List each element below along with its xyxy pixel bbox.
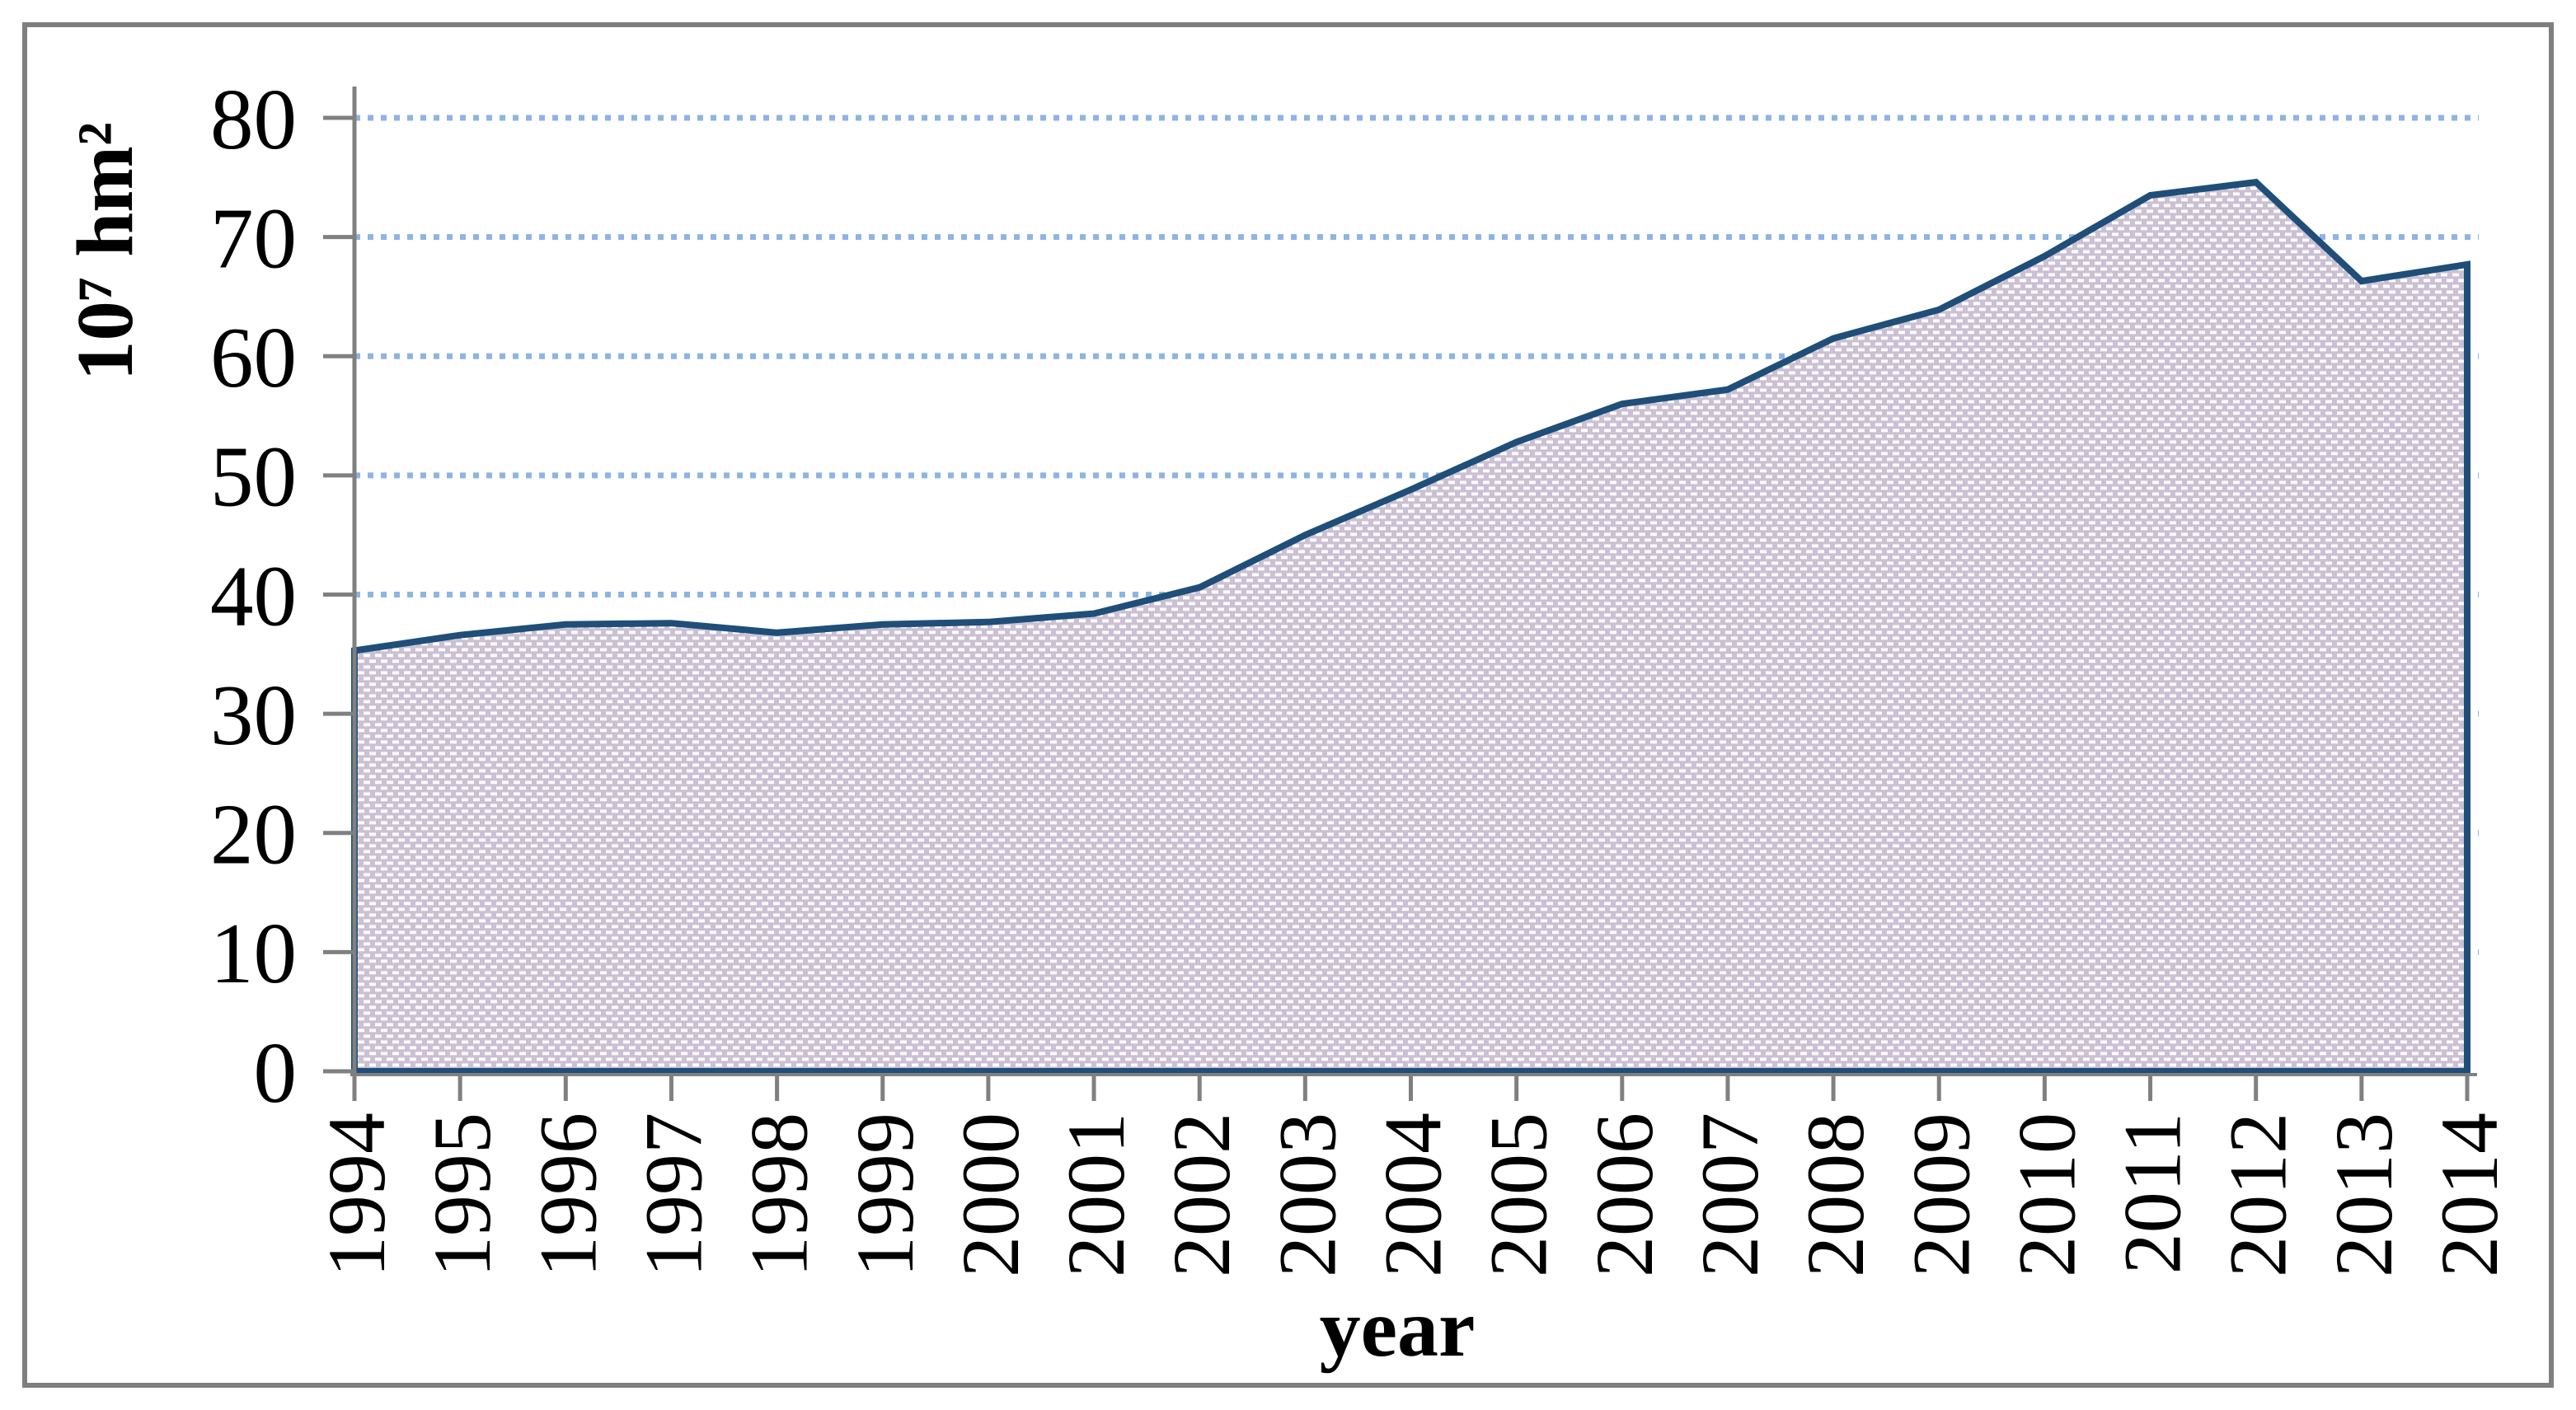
x-tick-label: 1998 bbox=[734, 1113, 825, 1277]
x-tick-label: 2002 bbox=[1156, 1113, 1247, 1277]
y-tick-label: 80 bbox=[210, 71, 297, 167]
area-series bbox=[351, 178, 2470, 1075]
y-tick-marks bbox=[323, 115, 354, 1074]
x-tick-label: 2007 bbox=[1684, 1113, 1776, 1277]
y-tick-label: 60 bbox=[210, 309, 297, 405]
y-tick-label: 70 bbox=[210, 190, 297, 286]
axes bbox=[350, 87, 2477, 1076]
x-axis-title: year bbox=[1320, 1282, 1476, 1374]
x-tick-labels: 1994 1995 1996 1997 1998 1999 2000 2001 2002 2003… bbox=[311, 1113, 2515, 1277]
x-tick-label: 1999 bbox=[839, 1113, 931, 1277]
x-tick-label: 2009 bbox=[1895, 1113, 1987, 1277]
y-tick-label: 0 bbox=[254, 1024, 298, 1121]
x-tick-marks bbox=[352, 1073, 2470, 1101]
x-tick-label: 1996 bbox=[522, 1113, 613, 1277]
x-tick-label: 2004 bbox=[1368, 1113, 1459, 1277]
area-fill bbox=[351, 178, 2470, 1075]
x-tick-label: 2008 bbox=[1790, 1113, 1881, 1277]
y-tick-label: 20 bbox=[210, 786, 297, 883]
y-tick-label: 10 bbox=[210, 905, 297, 1001]
x-tick-label: 2005 bbox=[1473, 1113, 1565, 1277]
x-tick-label: 1994 bbox=[311, 1113, 402, 1277]
y-tick-labels: 0 10 20 30 40 50 60 70 80 bbox=[210, 71, 297, 1121]
x-tick-label: 2006 bbox=[1579, 1113, 1670, 1277]
x-tick-label: 2000 bbox=[945, 1113, 1036, 1277]
x-tick-label: 2012 bbox=[2212, 1113, 2304, 1277]
x-tick-label: 2003 bbox=[1261, 1113, 1353, 1277]
y-tick-label: 50 bbox=[210, 429, 297, 525]
x-tick-label: 2010 bbox=[2001, 1113, 2092, 1277]
y-axis-title: 10⁷ hm² bbox=[61, 122, 149, 381]
y-tick-label: 30 bbox=[210, 667, 297, 763]
x-tick-label: 1997 bbox=[627, 1113, 719, 1277]
x-tick-label: 2011 bbox=[2107, 1113, 2198, 1274]
x-tick-label: 2014 bbox=[2424, 1113, 2515, 1277]
x-tick-label: 2013 bbox=[2318, 1113, 2409, 1277]
x-tick-label: 2001 bbox=[1050, 1113, 1142, 1277]
y-tick-label: 40 bbox=[210, 547, 297, 644]
x-tick-label: 1995 bbox=[416, 1113, 508, 1277]
